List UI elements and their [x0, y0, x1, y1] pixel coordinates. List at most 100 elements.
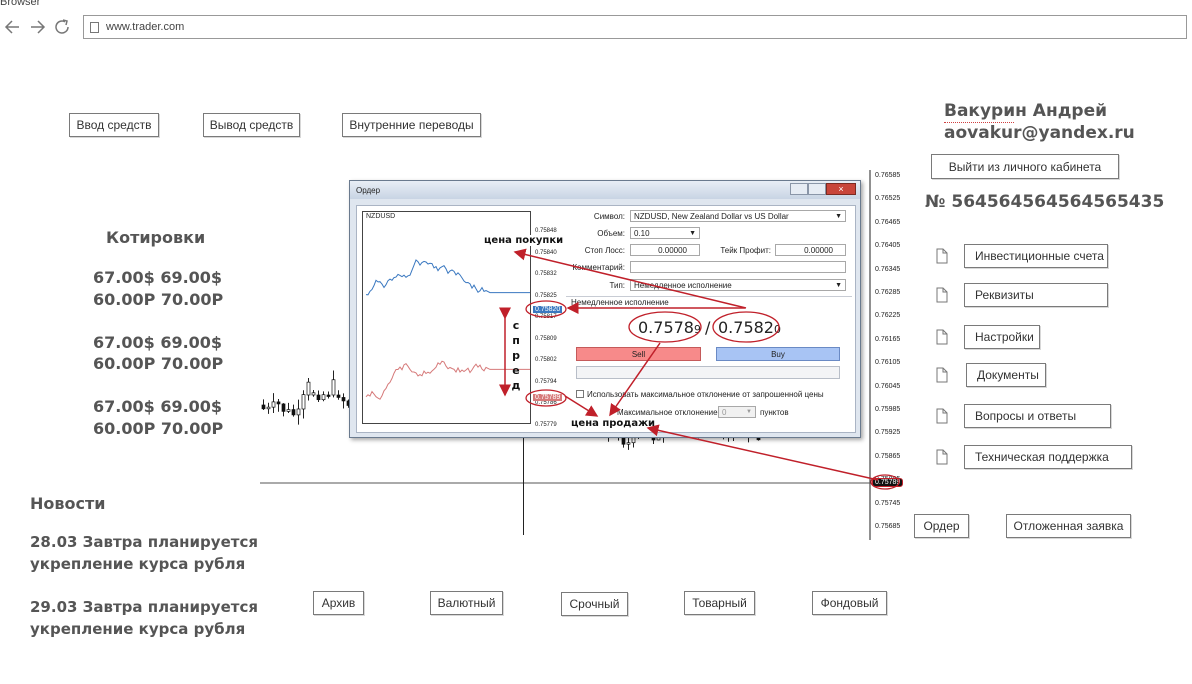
document-icon: [935, 248, 949, 264]
type-value: Немедленное исполнение: [634, 280, 732, 290]
withdraw-button[interactable]: Вывод средств: [203, 113, 300, 137]
price-tick-label: 0.76345: [875, 265, 901, 273]
candle: [291, 409, 296, 416]
volume-select[interactable]: 0.10 ▼: [630, 227, 700, 239]
chevron-down-icon: ▼: [689, 229, 696, 237]
volume-label: Объем:: [597, 229, 625, 238]
deviation-unit: пунктов: [760, 408, 789, 417]
news-line: укрепление курса рубля: [30, 555, 246, 573]
buy-label: Buy: [771, 349, 785, 359]
candle: [331, 379, 336, 396]
news-line: 29.03 Завтра планируется: [30, 598, 258, 616]
price-tick-label: 0.76165: [875, 335, 901, 343]
takeprofit-value: 0.00000: [804, 245, 833, 255]
ask-price: 0.75820: [718, 318, 781, 337]
page-icon: [90, 21, 99, 33]
pending-order-button[interactable]: Отложенная заявка: [1006, 514, 1131, 538]
candle: [271, 401, 276, 408]
deviation-label: Максимальное отклонение:: [617, 408, 720, 417]
candle: [276, 401, 281, 405]
user-name: Вакурин Андрей: [944, 101, 1108, 121]
mini-tick-label: 0.75817: [535, 314, 557, 320]
tab-stock[interactable]: Фондовый: [812, 591, 887, 615]
candle: [326, 394, 331, 397]
bid-line: [365, 360, 530, 400]
stoploss-label: Стоп Лосс:: [584, 246, 625, 255]
price-tick-label: 0.76105: [875, 359, 901, 367]
candle: [316, 394, 321, 401]
dialog-titlebar[interactable]: [350, 181, 860, 199]
order-button[interactable]: Ордер: [914, 514, 969, 538]
candle: [626, 442, 631, 445]
price-tick-label: 0.76225: [875, 312, 901, 320]
candle: [281, 403, 286, 412]
comment-input[interactable]: [630, 261, 846, 273]
tab-currency[interactable]: Валютный: [430, 591, 503, 615]
news-item-2[interactable]: 29.03 Завтра планируется укрепление курс…: [30, 596, 258, 640]
tab-commodity[interactable]: Товарный: [684, 591, 755, 615]
deviation-checkbox[interactable]: [576, 390, 584, 398]
user-email: aovakur@yandex.ru: [944, 123, 1135, 143]
quotes-title: Котировки: [106, 228, 206, 247]
stoploss-input[interactable]: 0.00000: [630, 244, 700, 256]
internal-transfer-button[interactable]: Внутренние переводы: [342, 113, 481, 137]
quote-usd-3: 67.00$ 69.00$: [93, 397, 223, 416]
mini-tick-label: 0.75794: [535, 378, 557, 385]
document-icon: [935, 449, 949, 465]
mini-tick-label: 0.75809: [535, 335, 557, 342]
tab-futures[interactable]: Срочный: [561, 592, 628, 616]
symbol-label: Символ:: [593, 212, 625, 221]
sidebar-item-1[interactable]: Инвестиционные счета: [964, 244, 1108, 268]
address-bar[interactable]: www.trader.com: [83, 15, 1187, 39]
logout-button[interactable]: Выйти из личного кабинета: [931, 154, 1119, 179]
mini-chart-symbol: NZDUSD: [366, 213, 396, 220]
document-icon: [935, 287, 949, 303]
deviation-check-label: Использовать максимальное отклонение от …: [587, 390, 824, 399]
close-icon[interactable]: ×: [826, 183, 856, 195]
type-select[interactable]: Немедленное исполнение ▼: [630, 279, 846, 291]
ask-marker: 0.75820: [533, 306, 563, 313]
document-icon: [935, 329, 949, 345]
type-label: Тип:: [609, 281, 625, 290]
buy-button[interactable]: Buy: [716, 347, 840, 361]
mini-tick-label: 0.75848: [535, 228, 557, 234]
sidebar-item-4[interactable]: Документы: [966, 363, 1046, 387]
dialog-title: Ордер: [356, 186, 381, 195]
symbol-select[interactable]: NZDUSD, New Zealand Dollar vs US Dollar …: [630, 210, 846, 222]
sidebar-item-3[interactable]: Настройки: [964, 325, 1040, 349]
bid-price: 0.75789: [638, 318, 701, 337]
ask-price-small: 0: [773, 323, 781, 336]
current-price-tag: 0.75789: [872, 478, 904, 487]
tab-archive[interactable]: Архив: [313, 591, 364, 615]
deviation-input: 0 ▼: [718, 406, 756, 418]
ask-price-main: 0.7582: [718, 318, 774, 337]
price-tick-label: 0.75925: [875, 429, 901, 437]
takeprofit-label: Тейк Профит:: [720, 246, 771, 255]
buy-price-annotation: цена покупки: [483, 235, 565, 246]
sidebar-item-6[interactable]: Техническая поддержка: [964, 445, 1132, 469]
browser-label: Browser: [0, 0, 41, 8]
news-item-1[interactable]: 28.03 Завтра планируется укрепление курс…: [30, 531, 258, 575]
deposit-button[interactable]: Ввод средств: [69, 113, 159, 137]
sidebar-item-5[interactable]: Вопросы и ответы: [964, 404, 1111, 428]
bid-marker: 0.75789: [533, 394, 563, 401]
sidebar-item-2[interactable]: Реквизиты: [964, 283, 1108, 307]
volume-value: 0.10: [634, 228, 650, 238]
price-tick-label: 0.76585: [875, 172, 901, 179]
account-number: № 564564564564565435: [925, 192, 1165, 212]
stoploss-value: 0.00000: [658, 245, 687, 255]
sell-button[interactable]: Sell: [576, 347, 701, 361]
sell-price-annotation: цена продажи: [571, 418, 656, 429]
takeprofit-input[interactable]: 0.00000: [775, 244, 846, 256]
candle: [286, 409, 291, 412]
minimize-icon[interactable]: [790, 183, 808, 195]
url-text: www.trader.com: [106, 21, 185, 33]
forward-icon[interactable]: [28, 17, 46, 37]
maximize-icon[interactable]: [808, 183, 826, 195]
back-icon[interactable]: [4, 17, 22, 37]
candle: [341, 397, 346, 402]
candle: [301, 394, 306, 410]
reload-icon[interactable]: [52, 17, 72, 37]
candle: [266, 406, 271, 410]
